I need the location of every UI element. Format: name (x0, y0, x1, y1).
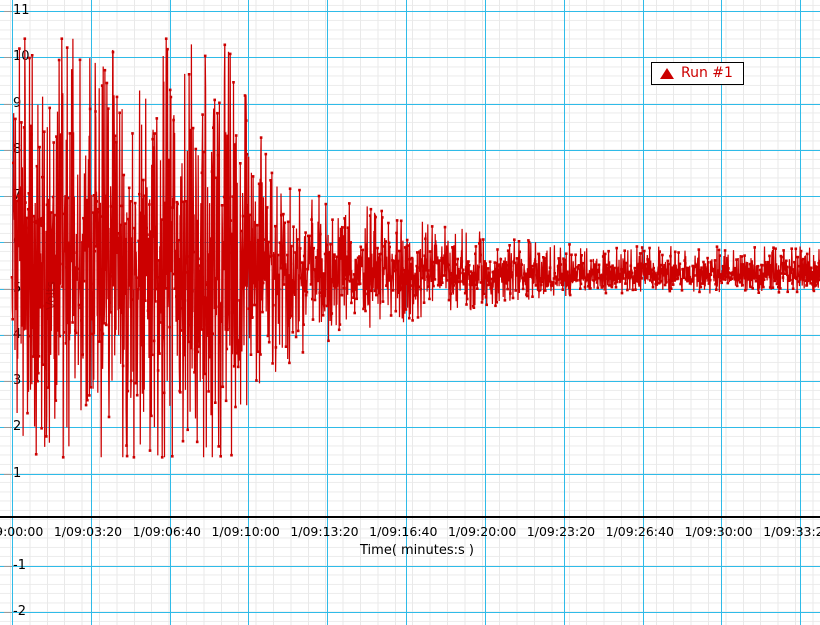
cursor-marker-triangle-icon[interactable] (32, 216, 43, 228)
x-axis-line (0, 515, 820, 518)
legend-label-run-1: Run #1 (681, 65, 733, 81)
x-axis-title: Time( minutes:s ) (360, 542, 474, 558)
y-axis-title: Volts (44, 281, 58, 310)
triangle-up-icon (660, 67, 674, 79)
legend[interactable]: Run #1 (651, 62, 744, 85)
series-line (11, 38, 820, 458)
series-markers (10, 37, 820, 459)
